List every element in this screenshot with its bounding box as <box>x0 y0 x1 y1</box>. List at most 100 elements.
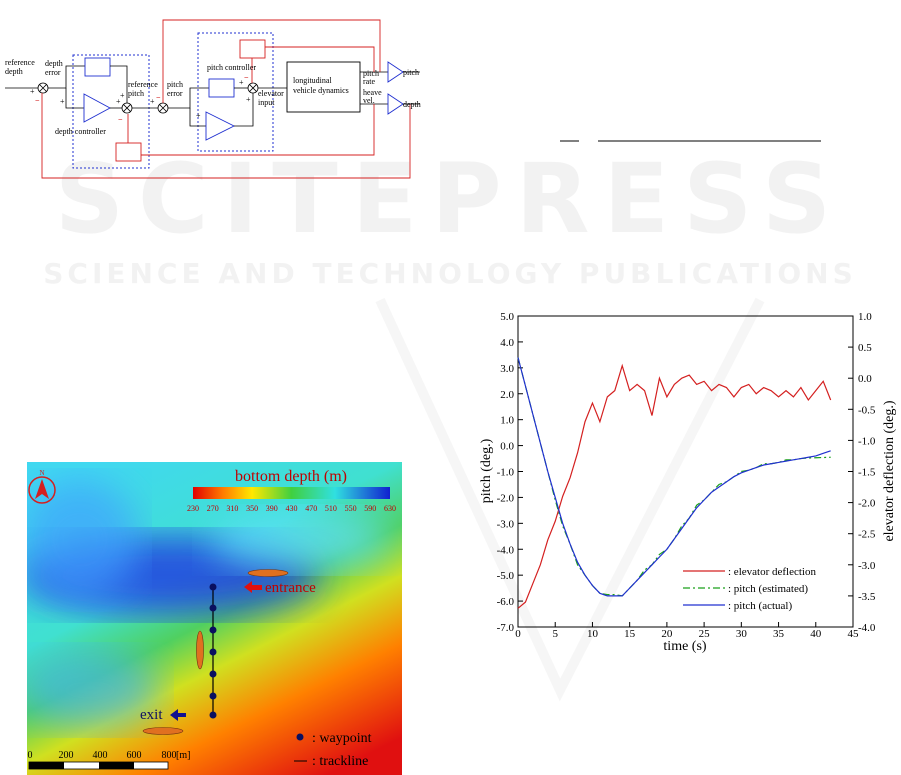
north: N <box>39 469 44 477</box>
y-tick-label: 2.0 <box>500 389 514 401</box>
label: reference <box>128 80 158 89</box>
vehicle <box>196 630 204 670</box>
x-tick-label: 25 <box>699 628 711 640</box>
label: vehicle dynamics <box>293 86 349 95</box>
controller-box <box>197 32 274 152</box>
label: pitch controller <box>207 63 256 72</box>
map <box>27 462 402 775</box>
legend-waypoint <box>296 733 304 741</box>
y-tick-label: -3.0 <box>497 518 515 530</box>
colorbar-tick-label: 350 <box>246 504 258 513</box>
y2-tick-label: -2.0 <box>858 498 876 510</box>
colorbar-title: bottom depth (m) <box>235 468 347 485</box>
label: elevator <box>258 89 284 98</box>
sign: + <box>239 78 244 87</box>
label: depth <box>403 100 421 109</box>
compass <box>28 476 56 504</box>
block-diagram: reference depth depth error depth contro… <box>5 19 421 179</box>
sign: − <box>156 93 161 102</box>
y-tick-label: -1.0 <box>497 467 515 479</box>
scale-label: 600 <box>127 750 142 761</box>
label: pitch <box>167 80 183 89</box>
x-tick-label: 30 <box>736 628 748 640</box>
watermark-subtitle: SCIENCE AND TECHNOLOGY PUBLICATIONS <box>43 257 857 290</box>
compass <box>35 479 49 499</box>
scale-label: 800 <box>162 750 177 761</box>
sign: + <box>30 87 35 96</box>
scale-label: [m] <box>176 750 190 761</box>
sign: + <box>246 95 251 104</box>
controller-box <box>72 54 150 169</box>
y-tick-label: -2.0 <box>497 492 515 504</box>
x-tick-label: 45 <box>848 628 860 640</box>
y2-tick-label: -0.5 <box>858 404 876 416</box>
label: depth <box>45 59 63 68</box>
series-line <box>517 363 832 609</box>
scale-label: 400 <box>93 750 108 761</box>
label: pitch <box>403 68 419 77</box>
y2-tick-label: -3.5 <box>858 591 876 603</box>
colorbar-tick-label: 270 <box>207 504 219 513</box>
x-tick-label: 10 <box>587 628 599 640</box>
y2-tick-label: -1.0 <box>858 435 876 447</box>
colorbar-tick-label: 590 <box>364 504 376 513</box>
vehicle <box>142 727 184 735</box>
x-tick-label: 35 <box>773 628 785 640</box>
sign: + <box>116 97 121 106</box>
y-tick-label: 0.0 <box>500 441 514 453</box>
label: heave <box>363 88 382 97</box>
label: depth controller <box>55 127 106 136</box>
label: vel. <box>363 96 375 105</box>
watermark-title: SCITEPRESS <box>55 143 845 255</box>
legend-label: : pitch (estimated) <box>728 583 808 595</box>
colorbar-tick-label: 550 <box>345 504 357 513</box>
y-tick-label: 1.0 <box>500 415 514 427</box>
y-axis-label: pitch (deg.) <box>479 438 494 503</box>
arrow <box>170 709 186 721</box>
arrow <box>244 581 262 593</box>
y2-tick-label: 0.0 <box>858 373 872 385</box>
legend-label: : elevator deflection <box>728 566 816 578</box>
label: pitch <box>128 89 144 98</box>
y-tick-label: 4.0 <box>500 337 514 349</box>
label: error <box>45 68 61 77</box>
y2-tick-label: -2.5 <box>858 529 876 541</box>
x-tick-label: 5 <box>552 628 558 640</box>
x-tick-label: 20 <box>661 628 673 640</box>
sign: − <box>35 96 40 105</box>
y-tick-label: 5.0 <box>500 311 514 323</box>
x-tick-label: 15 <box>624 628 636 640</box>
sign: − <box>118 115 123 124</box>
y-tick-label: -4.0 <box>497 544 515 556</box>
x-tick-label: 0 <box>515 628 521 640</box>
y-tick-label: -6.0 <box>497 596 515 608</box>
colorbar-tick-label: 510 <box>325 504 337 513</box>
scale-label: 0 <box>28 750 33 761</box>
colorbar-tick-label: 390 <box>266 504 278 513</box>
entrance-label: entrance <box>265 580 316 596</box>
label: depth <box>5 67 23 76</box>
legend-text: : trackline <box>312 754 368 769</box>
label: longitudinal <box>293 76 332 85</box>
y-tick-label: -7.0 <box>497 622 515 634</box>
sign: + <box>120 91 125 100</box>
colorbar-tick-label: 230 <box>187 504 199 513</box>
colorbar-tick-label: 630 <box>384 504 396 513</box>
colorbar <box>193 487 390 499</box>
sign: + <box>196 111 201 120</box>
line-chart: 0 5 10 15 20 25 30 35 40 45 5.0 4.0 3.0 2.0 1.0 0.0 -1.0… <box>497 311 876 640</box>
sign: + <box>60 97 65 106</box>
y2-axis-label: elevator deflection (deg.) <box>882 400 897 541</box>
x-tick-label: 40 <box>810 628 822 640</box>
y-tick-label: -5.0 <box>497 570 515 582</box>
colorbar-tick-label: 470 <box>305 504 317 513</box>
label: reference <box>5 58 35 67</box>
plot-frame <box>517 315 854 628</box>
colorbar-tick-label: 310 <box>226 504 238 513</box>
sign: − <box>244 73 249 82</box>
label: error <box>167 89 183 98</box>
legend-label: : pitch (actual) <box>728 600 792 612</box>
waypoints <box>209 583 217 719</box>
y2-tick-label: 1.0 <box>858 311 872 323</box>
